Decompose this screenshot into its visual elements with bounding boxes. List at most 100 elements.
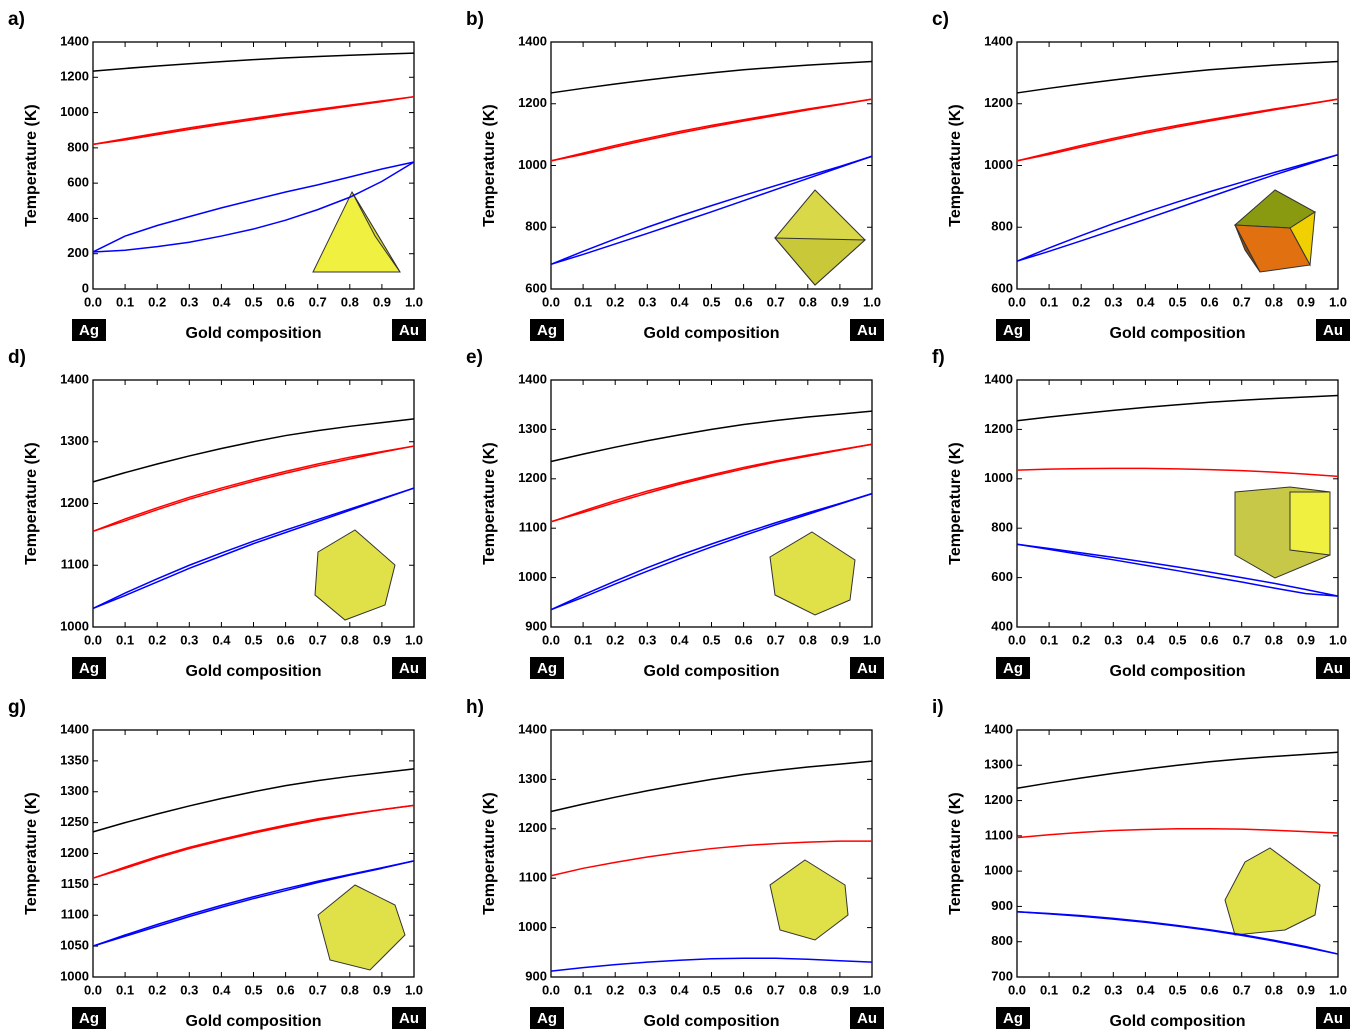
panel: c)6008001000120014000.00.10.20.30.40.50.… [932, 9, 1350, 342]
figure: a)02004006008001000120014000.00.10.20.30… [0, 0, 1355, 1034]
x-tick-label: 0.2 [606, 632, 624, 647]
x-tick-label: 0.3 [180, 632, 198, 647]
series-line [551, 444, 872, 522]
x-tick-label: 0.8 [341, 294, 359, 309]
y-tick-label: 1200 [518, 95, 547, 110]
x-tick-label: 1.0 [1329, 294, 1347, 309]
x-tick-label: 0.5 [1168, 632, 1186, 647]
x-tick-label: 0.6 [277, 294, 295, 309]
x-tick-label: 0.4 [212, 632, 231, 647]
y-tick-label: 1350 [60, 752, 89, 767]
x-tick-label: 0.7 [767, 982, 785, 997]
y-tick-label: 1050 [60, 938, 89, 953]
element-label: Au [1323, 1010, 1343, 1027]
x-axis-label: Gold composition [186, 663, 322, 680]
y-tick-label: 1400 [60, 371, 89, 386]
x-axis-label: Gold composition [644, 325, 780, 342]
x-tick-label: 0.1 [574, 294, 592, 309]
series-line [551, 99, 872, 161]
x-tick-label: 1.0 [405, 982, 423, 997]
x-tick-label: 0.7 [1233, 982, 1251, 997]
series-line [551, 99, 872, 161]
y-tick-label: 1000 [60, 968, 89, 983]
y-tick-label: 800 [525, 219, 547, 234]
x-tick-label: 0.6 [1201, 632, 1219, 647]
y-tick-label: 1200 [60, 495, 89, 510]
panel-label: d) [8, 347, 26, 368]
element-label: Ag [1003, 322, 1023, 339]
series-line [93, 805, 414, 878]
series-line [1017, 752, 1338, 788]
x-tick-label: 0.1 [1040, 294, 1058, 309]
series-line [1017, 99, 1338, 161]
x-tick-label: 0.0 [84, 294, 102, 309]
x-tick-label: 0.8 [799, 632, 817, 647]
panel-label: f) [932, 347, 945, 368]
series-line [1017, 468, 1338, 476]
x-tick-label: 0.7 [309, 982, 327, 997]
x-tick-label: 1.0 [405, 632, 423, 647]
series-line [1017, 829, 1338, 838]
x-tick-label: 1.0 [1329, 982, 1347, 997]
y-tick-label: 1000 [984, 470, 1013, 485]
x-axis-label: Gold composition [644, 663, 780, 680]
series-line [1017, 396, 1338, 421]
y-tick-label: 1000 [518, 157, 547, 172]
y-tick-label: 1100 [61, 907, 89, 922]
x-tick-label: 0.4 [212, 982, 231, 997]
x-tick-label: 0.2 [606, 294, 624, 309]
element-label: Ag [79, 322, 99, 339]
x-tick-label: 0.6 [735, 982, 753, 997]
x-tick-label: 0.2 [1072, 982, 1090, 997]
element-label: Ag [537, 1010, 557, 1027]
x-tick-label: 0.5 [1168, 982, 1186, 997]
x-tick-label: 0.7 [1233, 632, 1251, 647]
particle-shape [318, 885, 405, 970]
x-tick-label: 0.8 [341, 982, 359, 997]
x-tick-label: 0.1 [1040, 632, 1058, 647]
y-tick-label: 1000 [60, 618, 89, 633]
y-tick-label: 1400 [518, 371, 547, 386]
plot-frame [1017, 730, 1338, 977]
y-tick-label: 1000 [984, 863, 1013, 878]
series-line [93, 97, 414, 145]
x-tick-label: 1.0 [863, 294, 881, 309]
x-tick-label: 0.2 [148, 294, 166, 309]
y-tick-label: 1200 [60, 845, 89, 860]
y-tick-label: 1400 [518, 33, 547, 48]
x-tick-label: 0.9 [373, 294, 391, 309]
series-line [551, 444, 872, 522]
element-label: Au [857, 660, 877, 677]
y-tick-label: 1100 [519, 870, 547, 885]
y-tick-label: 800 [67, 139, 89, 154]
x-tick-label: 0.2 [606, 982, 624, 997]
x-tick-label: 0.0 [1008, 632, 1026, 647]
x-tick-label: 0.3 [1104, 982, 1122, 997]
x-tick-label: 0.9 [831, 632, 849, 647]
x-tick-label: 0.4 [670, 982, 689, 997]
x-tick-label: 0.4 [1136, 982, 1155, 997]
x-tick-label: 0.7 [767, 294, 785, 309]
y-tick-label: 1200 [984, 792, 1013, 807]
y-tick-label: 1300 [518, 771, 547, 786]
y-tick-label: 1400 [60, 721, 89, 736]
x-tick-label: 0.3 [638, 632, 656, 647]
x-tick-label: 0.1 [574, 982, 592, 997]
x-tick-label: 0.1 [116, 632, 134, 647]
panel-label: i) [932, 697, 944, 718]
x-tick-label: 0.8 [1265, 982, 1283, 997]
y-tick-label: 1100 [519, 520, 547, 535]
x-tick-label: 0.3 [638, 982, 656, 997]
series-line [93, 769, 414, 832]
x-tick-label: 0.0 [1008, 294, 1026, 309]
x-tick-label: 1.0 [863, 982, 881, 997]
x-tick-label: 0.5 [244, 632, 262, 647]
x-tick-label: 1.0 [405, 294, 423, 309]
y-axis-label: Temperature (K) [23, 792, 40, 914]
y-tick-label: 700 [991, 968, 1013, 983]
plot-frame [551, 730, 872, 977]
x-tick-label: 0.3 [180, 982, 198, 997]
y-tick-label: 1200 [984, 95, 1013, 110]
x-tick-label: 0.6 [1201, 294, 1219, 309]
x-tick-label: 0.7 [767, 632, 785, 647]
